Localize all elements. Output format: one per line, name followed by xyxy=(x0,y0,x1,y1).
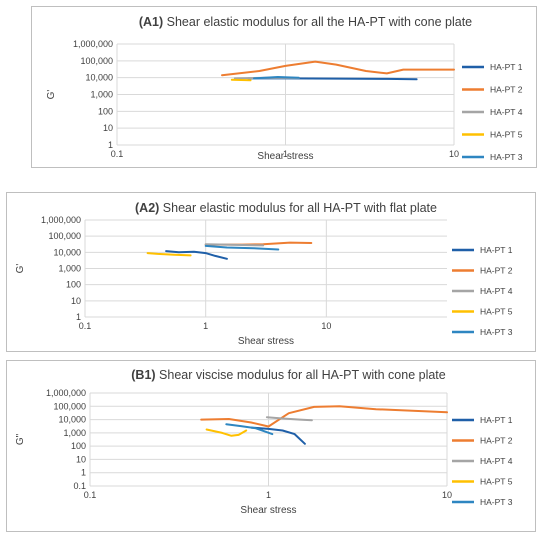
x-tick-label: 0.1 xyxy=(111,149,124,159)
series-line-ha-pt-5 xyxy=(205,428,248,437)
x-tick-label: 10 xyxy=(442,490,452,500)
chart-title: (B1) Shear viscise modulus for all HA-PT… xyxy=(131,368,446,382)
x-tick-label: 10 xyxy=(449,149,459,159)
y-tick-label: 10,000 xyxy=(53,247,81,257)
y-tick-label: 10 xyxy=(71,296,81,306)
chart-title: (A1) Shear elastic modulus for all the H… xyxy=(139,15,472,29)
y-tick-label: 1,000,000 xyxy=(41,215,81,225)
y-tick-label: 100 xyxy=(66,280,81,290)
y-tick-label: 10 xyxy=(103,123,113,133)
y-tick-label: 10,000 xyxy=(58,415,86,425)
x-tick-label: 0.1 xyxy=(79,321,92,331)
series-line-ha-pt-4 xyxy=(204,243,265,247)
y-tick-label: 10 xyxy=(76,454,86,464)
legend-label: HA-PT 5 xyxy=(480,477,513,487)
chart-a2: (A2) Shear elastic modulus for all HA-PT… xyxy=(15,201,513,347)
legend-label: HA-PT 5 xyxy=(490,130,523,140)
series-line-ha-pt-5 xyxy=(230,78,252,82)
legend-label: HA-PT 3 xyxy=(480,327,513,337)
legend-label: HA-PT 5 xyxy=(480,307,513,317)
y-tick-label: 100,000 xyxy=(48,231,81,241)
series-line-ha-pt-3 xyxy=(204,244,280,251)
legend-label: HA-PT 2 xyxy=(480,436,513,446)
series-line-ha-pt-4 xyxy=(265,416,313,422)
series-line-ha-pt-5 xyxy=(146,252,192,257)
series-line-ha-pt-2 xyxy=(200,405,448,428)
chart-title: (A2) Shear elastic modulus for all HA-PT… xyxy=(135,201,437,215)
series-line-ha-pt-3 xyxy=(253,76,300,80)
legend-label: HA-PT 4 xyxy=(480,456,513,466)
y-tick-label: 1,000,000 xyxy=(73,39,113,49)
x-tick-label: 1 xyxy=(283,149,288,159)
legend-label: HA-PT 3 xyxy=(480,497,513,507)
y-tick-label: 1,000 xyxy=(90,90,113,100)
y-tick-label: 1 xyxy=(108,140,113,150)
x-axis-label: Shear stress xyxy=(257,151,313,162)
legend-label: HA-PT 3 xyxy=(490,152,523,162)
y-axis-label: G' xyxy=(46,90,57,100)
y-tick-label: 10,000 xyxy=(85,73,113,83)
legend-label: HA-PT 1 xyxy=(490,62,523,72)
legend-label: HA-PT 4 xyxy=(480,286,513,296)
x-tick-label: 1 xyxy=(203,321,208,331)
y-tick-label: 1,000 xyxy=(63,428,86,438)
x-tick-label: 1 xyxy=(266,490,271,500)
legend-label: HA-PT 1 xyxy=(480,415,513,425)
legend-label: HA-PT 2 xyxy=(490,85,523,95)
y-tick-label: 100,000 xyxy=(53,401,86,411)
chart-panel-a2: (A2) Shear elastic modulus for all HA-PT… xyxy=(6,192,536,352)
legend-label: HA-PT 4 xyxy=(490,107,523,117)
chart-panel-a1: (A1) Shear elastic modulus for all the H… xyxy=(31,6,537,168)
y-tick-label: 100 xyxy=(71,441,86,451)
series-line-ha-pt-3 xyxy=(225,423,274,436)
series-line-ha-pt-1 xyxy=(165,250,228,260)
x-axis-label: Shear stress xyxy=(240,505,296,516)
chart-panel-b1: (B1) Shear viscise modulus for all HA-PT… xyxy=(6,360,536,532)
y-axis-label: G" xyxy=(15,433,26,445)
y-tick-label: 1 xyxy=(81,468,86,478)
y-tick-label: 1 xyxy=(76,312,81,322)
y-tick-label: 100,000 xyxy=(80,56,113,66)
y-tick-label: 1,000,000 xyxy=(46,388,86,398)
y-tick-label: 100 xyxy=(98,106,113,116)
series-line-ha-pt-1 xyxy=(250,426,306,445)
x-axis-label: Shear stress xyxy=(238,336,294,347)
x-tick-label: 0.1 xyxy=(84,490,97,500)
y-tick-label: 0.1 xyxy=(73,481,86,491)
chart-b1: (B1) Shear viscise modulus for all HA-PT… xyxy=(15,368,513,516)
x-tick-label: 10 xyxy=(321,321,331,331)
legend-label: HA-PT 2 xyxy=(480,266,513,276)
y-tick-label: 1,000 xyxy=(58,264,81,274)
series-line-ha-pt-2 xyxy=(221,60,455,77)
y-axis-label: G' xyxy=(15,264,26,274)
chart-a1: (A1) Shear elastic modulus for all the H… xyxy=(46,15,523,162)
legend-label: HA-PT 1 xyxy=(480,245,513,255)
